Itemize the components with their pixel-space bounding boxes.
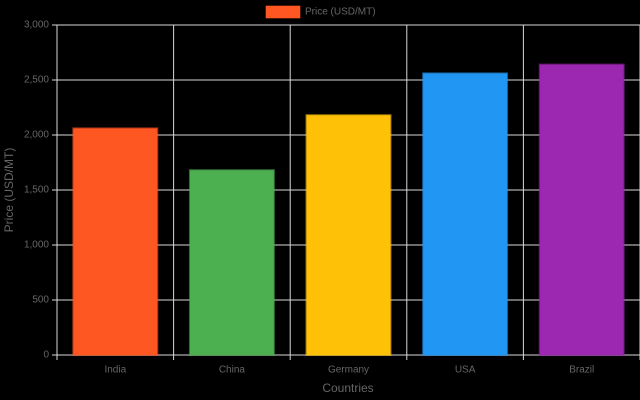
x-tick-label: China	[219, 365, 246, 376]
bar	[72, 127, 159, 356]
y-tick-label: 2,500	[24, 75, 49, 86]
bar	[538, 63, 625, 356]
x-tick-label: Germany	[328, 365, 369, 376]
legend-swatch	[265, 5, 301, 19]
x-tick-label: India	[104, 365, 126, 376]
y-tick-label: 0	[43, 350, 49, 361]
y-axis-title: Price (USD/MT)	[2, 148, 16, 233]
y-tick-label: 500	[32, 295, 49, 306]
bar	[305, 114, 392, 356]
bar	[422, 72, 509, 357]
x-tick-label: USA	[455, 365, 476, 376]
y-tick-label: 3,000	[24, 20, 49, 31]
y-tick-label: 2,000	[24, 130, 49, 141]
y-tick-label: 1,000	[24, 240, 49, 251]
bar	[188, 169, 275, 356]
y-tick-label: 1,500	[24, 185, 49, 196]
legend-label: Price (USD/MT)	[305, 7, 376, 18]
x-tick-label: Brazil	[569, 365, 594, 376]
x-axis-title: Countries	[322, 381, 373, 395]
